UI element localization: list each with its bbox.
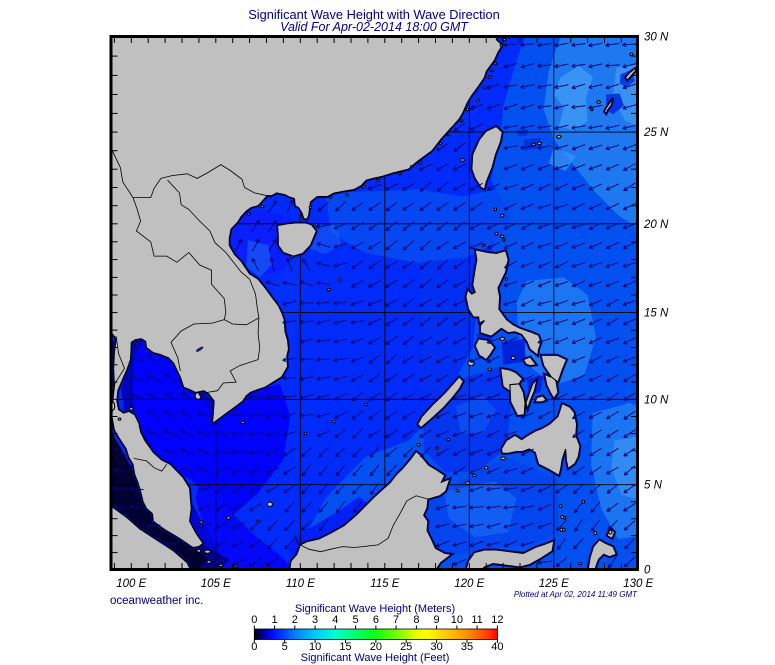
svg-text:100 E: 100 E	[116, 578, 146, 590]
svg-text:25 N: 25 N	[643, 127, 669, 139]
svg-text:40: 40	[491, 641, 503, 653]
svg-text:Significant Wave Height (Meter: Significant Wave Height (Meters)	[295, 603, 455, 615]
svg-text:Significant Wave Height (Feet): Significant Wave Height (Feet)	[301, 652, 450, 664]
svg-text:20 N: 20 N	[643, 219, 669, 231]
svg-text:7: 7	[393, 614, 399, 626]
svg-text:10: 10	[451, 614, 463, 626]
svg-text:5 N: 5 N	[644, 480, 663, 492]
svg-text:15: 15	[339, 641, 351, 653]
svg-text:Significant Wave Height with W: Significant Wave Height with Wave Direct…	[248, 7, 500, 22]
svg-text:12: 12	[491, 614, 503, 626]
svg-text:3: 3	[312, 614, 318, 626]
svg-text:5: 5	[282, 641, 288, 653]
svg-text:2: 2	[292, 614, 298, 626]
svg-text:30 N: 30 N	[644, 32, 669, 44]
svg-text:130 E: 130 E	[623, 578, 653, 590]
svg-text:5: 5	[353, 614, 359, 626]
svg-text:15 N: 15 N	[644, 308, 669, 320]
svg-text:0: 0	[644, 565, 651, 577]
svg-text:oceanweather inc.: oceanweather inc.	[110, 595, 203, 607]
svg-text:115 E: 115 E	[370, 578, 400, 590]
svg-text:11: 11	[471, 614, 482, 626]
svg-text:Valid For Apr-02-2014 18:00 GM: Valid For Apr-02-2014 18:00 GMT	[280, 20, 469, 34]
svg-text:25: 25	[400, 641, 412, 653]
svg-text:110 E: 110 E	[286, 578, 316, 590]
svg-text:Plotted at Apr 02, 2014 11:49: Plotted at Apr 02, 2014 11:49 GMT	[514, 590, 638, 599]
svg-text:6: 6	[373, 614, 379, 626]
svg-text:0: 0	[251, 641, 257, 653]
svg-text:9: 9	[434, 614, 440, 626]
svg-text:120 E: 120 E	[454, 578, 484, 590]
svg-text:0: 0	[251, 614, 257, 626]
svg-text:1: 1	[272, 614, 278, 626]
svg-text:105 E: 105 E	[201, 578, 231, 590]
svg-text:35: 35	[461, 641, 473, 653]
svg-text:10: 10	[309, 641, 321, 653]
svg-text:10 N: 10 N	[644, 394, 669, 406]
svg-text:20: 20	[370, 641, 382, 653]
svg-text:125 E: 125 E	[539, 578, 569, 590]
svg-text:30: 30	[430, 641, 442, 653]
svg-text:4: 4	[332, 614, 338, 626]
svg-text:8: 8	[413, 614, 419, 626]
